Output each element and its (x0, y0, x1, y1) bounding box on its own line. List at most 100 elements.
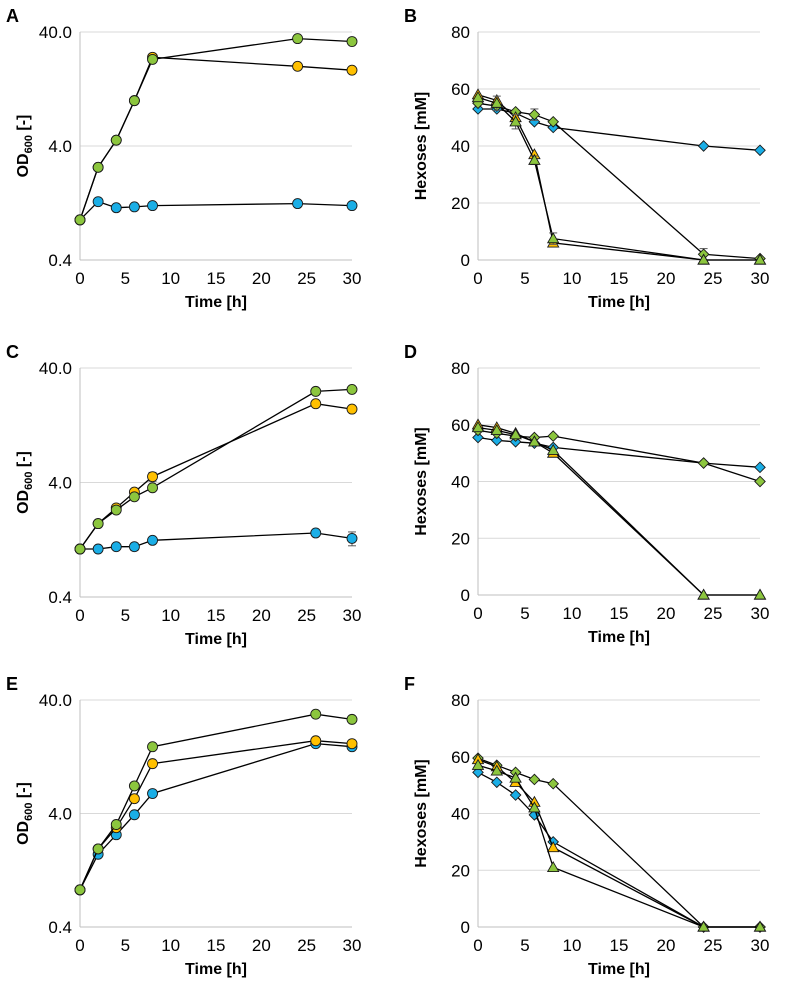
x-tick-label: 20 (252, 936, 271, 955)
y-tick-label: 20 (451, 194, 470, 213)
data-point-circle (346, 403, 358, 415)
data-point-circle (92, 196, 104, 208)
x-tick-label: 20 (657, 604, 676, 623)
y-tick-label: 20 (451, 861, 470, 880)
data-point-triangle (753, 588, 767, 600)
x-tick-label: 15 (207, 269, 226, 288)
data-point-circle (128, 809, 140, 821)
x-tick-label: 20 (657, 936, 676, 955)
y-tick-label: 0 (461, 251, 470, 270)
x-tick-label: 25 (704, 269, 723, 288)
data-point-triangle (697, 588, 710, 600)
series-green-triangle (471, 421, 767, 600)
y-tick-label: 40 (451, 805, 470, 824)
series-blue (74, 196, 358, 226)
data-point-triangle (546, 841, 560, 853)
x-tick-label: 15 (610, 269, 629, 288)
y-tick-label: 4.0 (48, 137, 72, 156)
data-point-circle (310, 385, 322, 397)
data-point-diamond (697, 140, 710, 152)
y-tick-label: 60 (451, 80, 470, 99)
data-point-diamond (509, 789, 522, 801)
data-point-circle (110, 202, 122, 214)
data-point-circle (147, 53, 158, 65)
data-point-diamond (547, 777, 560, 790)
x-tick-label: 0 (75, 269, 84, 288)
x-tick-label: 5 (520, 269, 529, 288)
panel-d: D 0 20 40 60 80 0 5 10 15 20 25 30 Time [h] Hexoses [m… (404, 342, 769, 646)
x-tick-label: 10 (563, 936, 582, 955)
y-axis-title-main: OD (15, 490, 32, 514)
y-tick-label: 0.4 (48, 251, 72, 270)
data-point-diamond (472, 431, 484, 444)
x-tick-label: 10 (161, 606, 180, 625)
data-point-circle (147, 200, 158, 212)
y-axis-title: Hexoses [mM] (413, 427, 430, 535)
x-tick-label: 20 (657, 269, 676, 288)
y-axis-title-subscript: 600 (23, 135, 35, 153)
data-point-circle (110, 819, 122, 830)
data-point-circle (346, 738, 358, 750)
data-point-circle (128, 541, 140, 553)
data-point-circle (92, 161, 104, 173)
x-tick-label: 20 (252, 269, 271, 288)
x-tick-label: 5 (121, 269, 130, 288)
y-tick-label: 4.0 (48, 474, 72, 493)
y-axis-title: OD600 [-] (15, 451, 35, 514)
data-point-diamond (697, 457, 710, 469)
data-point-circle (310, 398, 322, 410)
data-point-circle (292, 198, 304, 210)
panel-letter: F (404, 674, 415, 694)
data-point-circle (346, 200, 358, 212)
x-tick-label: 15 (610, 604, 629, 623)
x-tick-label: 10 (161, 936, 180, 955)
y-tick-label: 40.0 (39, 359, 72, 378)
x-tick-label: 15 (207, 606, 226, 625)
x-tick-label: 15 (610, 936, 629, 955)
series-blue (74, 738, 358, 896)
x-tick-label: 10 (563, 269, 582, 288)
y-tick-label: 80 (451, 23, 470, 42)
x-tick-label: 10 (563, 604, 582, 623)
series-line (79, 388, 353, 550)
data-point-circle (92, 543, 104, 555)
y-tick-label: 0 (461, 918, 470, 937)
y-tick-label: 80 (451, 691, 470, 710)
y-tick-label: 40.0 (39, 23, 72, 42)
data-point-circle (128, 201, 140, 213)
data-point-diamond (754, 144, 766, 157)
data-point-triangle (490, 764, 504, 776)
panel-letter: E (6, 674, 18, 694)
y-tick-label: 40 (451, 473, 470, 492)
x-tick-label: 30 (751, 269, 770, 288)
panel-f: F 0 20 40 60 80 0 5 10 15 20 25 30 Time [h] Hexoses [m… (404, 674, 769, 978)
series-green-triangle (471, 91, 767, 265)
series-line (79, 200, 353, 221)
x-axis-title: Time [h] (185, 294, 247, 311)
data-point-diamond (528, 809, 541, 821)
y-tick-label: 0 (461, 586, 470, 605)
x-tick-label: 25 (297, 606, 316, 625)
data-point-triangle (546, 443, 560, 455)
y-tick-label: 40 (451, 137, 470, 156)
y-axis-title: Hexoses [mM] (413, 92, 430, 200)
data-point-circle (110, 504, 122, 516)
panel-letter: A (6, 6, 19, 26)
y-axis-title: Hexoses [mM] (413, 759, 430, 867)
panel-c: C 0.4 4.0 40.0 0 5 10 15 20 25 30 Time [h] OD600 [-] (6, 342, 361, 648)
y-axis-title-subscript: 600 (23, 803, 35, 821)
data-point-circle (310, 708, 322, 720)
data-point-triangle (471, 758, 485, 770)
data-point-triangle (546, 861, 560, 872)
panel-letter: C (6, 342, 19, 362)
panel-letter: B (404, 6, 417, 26)
panel-e: E 0.4 4.0 40.0 0 5 10 15 20 25 30 Time [h] OD600 [-] (6, 674, 361, 978)
data-point-diamond (528, 773, 541, 786)
y-tick-label: 60 (451, 748, 470, 767)
y-tick-label: 80 (451, 359, 470, 378)
data-point-circle (110, 134, 122, 146)
x-tick-label: 0 (473, 604, 482, 623)
series-blue (74, 527, 358, 555)
data-point-circle (147, 471, 158, 483)
series-line (478, 108, 761, 151)
